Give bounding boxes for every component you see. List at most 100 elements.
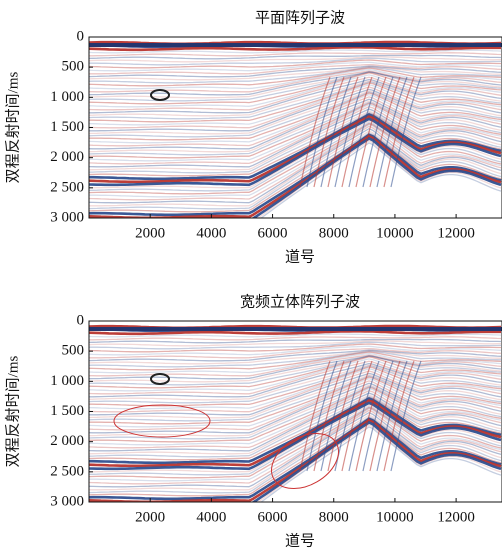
seismic-section xyxy=(89,324,502,502)
x-tick-label: 12000 xyxy=(437,225,475,241)
top-band xyxy=(89,43,502,47)
top-band xyxy=(89,327,502,331)
reflector xyxy=(89,396,502,461)
reflector xyxy=(89,358,502,392)
reflector xyxy=(89,133,502,217)
reflector xyxy=(89,392,502,452)
reflector xyxy=(89,417,502,501)
diffraction xyxy=(299,76,331,188)
reflector xyxy=(89,405,502,476)
reflector xyxy=(89,94,502,144)
reflector xyxy=(89,132,502,210)
reflector xyxy=(89,96,502,147)
reflector xyxy=(89,57,502,66)
y-axis-label: 双程反射时间/ms xyxy=(4,72,21,184)
x-axis-label: 道号 xyxy=(285,532,315,549)
x-tick-label: 6000 xyxy=(258,225,288,241)
diffraction xyxy=(383,76,415,188)
reflector xyxy=(89,102,502,159)
reflector xyxy=(89,338,502,344)
reflector xyxy=(89,80,502,117)
reflector xyxy=(184,137,502,218)
reflector xyxy=(89,103,502,162)
diffraction xyxy=(383,360,415,472)
x-tick-label: 10000 xyxy=(376,225,414,241)
reflector xyxy=(89,406,502,479)
diffraction xyxy=(327,360,359,472)
reflector xyxy=(89,404,502,473)
chart-title: 宽频立体阵列子波 xyxy=(240,293,360,310)
reflector xyxy=(89,352,502,374)
reflector xyxy=(257,424,502,502)
reflector xyxy=(89,98,502,150)
reflector xyxy=(89,52,502,57)
diffraction xyxy=(376,76,408,188)
reflector xyxy=(89,112,502,177)
reflector xyxy=(89,411,502,488)
y-tick-label: 2 000 xyxy=(50,433,84,449)
reflector xyxy=(89,67,502,87)
reflector xyxy=(89,382,502,434)
diffraction xyxy=(390,76,422,188)
reflector xyxy=(89,111,502,174)
reflector xyxy=(89,416,502,494)
reflector xyxy=(257,140,502,218)
reflector xyxy=(89,66,502,84)
reflector xyxy=(89,340,501,347)
reflector xyxy=(89,113,502,181)
y-tick-label: 1 000 xyxy=(50,89,84,105)
reflector xyxy=(89,372,502,416)
y-axis-label: 双程反射时间/ms xyxy=(4,356,21,468)
reflector xyxy=(89,110,502,171)
diffraction xyxy=(334,76,366,188)
reflector xyxy=(89,401,502,471)
reflector xyxy=(89,368,502,410)
reflector xyxy=(89,336,502,341)
reflector xyxy=(89,350,502,365)
x-tick-label: 4000 xyxy=(196,509,226,525)
reflector xyxy=(89,120,502,189)
y-tick-label: 500 xyxy=(62,343,85,359)
reflector xyxy=(89,374,502,419)
reflector xyxy=(89,117,502,187)
reflector xyxy=(89,63,502,75)
reflector xyxy=(89,399,502,468)
reflector xyxy=(89,90,502,135)
reflector xyxy=(89,351,502,371)
x-tick-label: 6000 xyxy=(258,509,288,525)
reflector xyxy=(89,362,502,398)
reflector xyxy=(89,59,501,69)
y-tick-label: 1 500 xyxy=(50,119,84,135)
reflector xyxy=(89,417,502,497)
diffraction xyxy=(369,76,401,188)
diffraction xyxy=(355,76,387,188)
anomaly xyxy=(150,373,170,385)
reflector xyxy=(89,76,502,111)
diffraction xyxy=(348,360,380,472)
reflector xyxy=(89,355,502,380)
reflector xyxy=(89,82,502,123)
anomaly xyxy=(150,89,170,101)
diffraction xyxy=(355,360,387,472)
reflector xyxy=(89,390,502,449)
reflector xyxy=(89,122,502,195)
y-tick-label: 1 500 xyxy=(50,403,84,419)
chart-title: 平面阵列子波 xyxy=(255,9,345,26)
x-tick-label: 8000 xyxy=(319,509,349,525)
seismic-section xyxy=(89,40,502,218)
reflector xyxy=(89,409,502,485)
reflector xyxy=(184,421,502,502)
reflector xyxy=(89,366,502,407)
y-tick-label: 2 000 xyxy=(50,149,84,165)
reflector xyxy=(89,330,501,336)
reflector xyxy=(89,349,502,362)
y-tick-label: 500 xyxy=(62,59,85,75)
reflector xyxy=(89,72,502,105)
reflector xyxy=(89,376,502,425)
reflector xyxy=(89,370,502,413)
reflector xyxy=(89,380,502,431)
reflector xyxy=(89,123,502,198)
reflector xyxy=(260,142,502,218)
reflector xyxy=(89,133,502,213)
